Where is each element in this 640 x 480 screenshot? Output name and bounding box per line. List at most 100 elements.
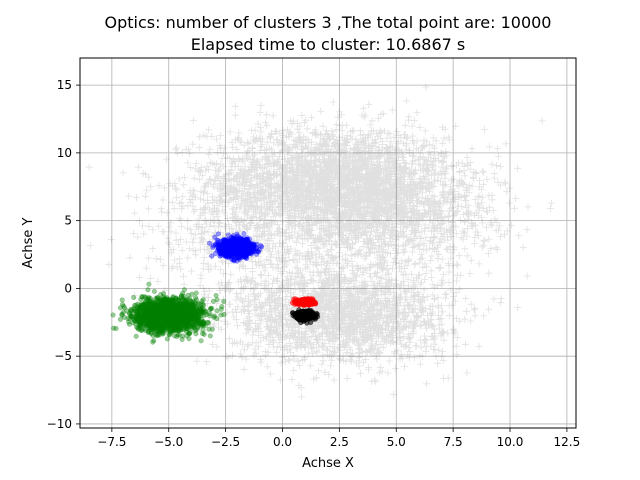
scatter-point bbox=[154, 308, 160, 314]
scatter-point bbox=[247, 242, 253, 248]
scatter-point bbox=[238, 238, 244, 245]
scatter-point bbox=[149, 301, 155, 307]
plot-area bbox=[85, 83, 555, 401]
y-tick-label: −10 bbox=[47, 417, 72, 431]
x-tick-label: −5.0 bbox=[154, 435, 183, 449]
scatter-point bbox=[110, 312, 116, 318]
scatter-point bbox=[166, 301, 172, 307]
scatter-point bbox=[190, 309, 196, 315]
scatter-point bbox=[141, 307, 147, 314]
scatter-point bbox=[163, 315, 169, 321]
scatter-point bbox=[189, 315, 195, 321]
scatter-point bbox=[166, 305, 172, 311]
scatter-point bbox=[156, 319, 162, 325]
scatter-point bbox=[182, 311, 188, 317]
scatter-point bbox=[177, 312, 183, 318]
scatter-point bbox=[187, 313, 193, 319]
scatter-point bbox=[157, 320, 163, 327]
scatter-point bbox=[308, 319, 314, 326]
scatter-point bbox=[169, 309, 175, 315]
x-tick-label: 10.0 bbox=[497, 435, 524, 449]
scatter-point bbox=[199, 298, 205, 304]
scatter-point bbox=[160, 320, 166, 326]
scatter-point bbox=[121, 305, 128, 311]
scatter-point bbox=[146, 305, 153, 311]
scatter-point bbox=[180, 306, 186, 312]
scatter-point bbox=[138, 327, 144, 333]
scatter-point bbox=[207, 313, 213, 319]
scatter-point bbox=[218, 312, 224, 318]
scatter-point bbox=[147, 322, 153, 328]
scatter-point bbox=[160, 318, 166, 324]
chart-title: Optics: number of clusters 3 ,The total … bbox=[105, 13, 552, 32]
scatter-point bbox=[159, 307, 165, 313]
scatter-point bbox=[135, 307, 141, 313]
scatter-point bbox=[167, 299, 173, 305]
scatter-point bbox=[165, 315, 171, 321]
scatter-point bbox=[178, 320, 184, 326]
y-tick-label: 10 bbox=[57, 146, 72, 160]
scatter-point bbox=[207, 240, 213, 246]
scatter-point bbox=[161, 295, 167, 302]
scatter-point bbox=[189, 316, 196, 322]
scatter-point bbox=[146, 310, 152, 316]
x-tick-label: −7.5 bbox=[97, 435, 126, 449]
scatter-point bbox=[141, 303, 147, 309]
scatter-point bbox=[149, 324, 155, 330]
scatter-point bbox=[168, 311, 174, 317]
scatter-point bbox=[156, 314, 162, 320]
scatter-point bbox=[170, 300, 177, 306]
scatter-point bbox=[160, 307, 167, 313]
scatter-point bbox=[179, 314, 185, 320]
scatter-point bbox=[169, 305, 175, 311]
scatter-point bbox=[165, 308, 171, 314]
scatter-point bbox=[161, 309, 167, 315]
scatter-point bbox=[182, 315, 188, 321]
scatter-point bbox=[154, 311, 160, 317]
scatter-point bbox=[161, 316, 167, 322]
scatter-point bbox=[215, 243, 221, 249]
scatter-point bbox=[152, 313, 158, 320]
scatter-point bbox=[215, 231, 221, 237]
scatter-point bbox=[170, 314, 176, 320]
scatter-point bbox=[150, 305, 156, 312]
scatter-point bbox=[171, 309, 178, 315]
scatter-point bbox=[179, 309, 185, 315]
y-tick-label: 5 bbox=[64, 214, 72, 228]
scatter-point bbox=[131, 305, 137, 312]
scatter-point bbox=[166, 301, 172, 307]
scatter-point bbox=[245, 249, 251, 255]
scatter-point bbox=[168, 319, 174, 325]
scatter-point bbox=[184, 301, 190, 307]
scatter-point bbox=[173, 308, 179, 314]
scatter-point bbox=[172, 323, 178, 329]
scatter-point bbox=[159, 325, 165, 331]
scatter-point bbox=[171, 315, 177, 321]
scatter-point bbox=[138, 318, 145, 324]
scatter-point bbox=[155, 332, 161, 338]
chart-subtitle: Elapsed time to cluster: 10.6867 s bbox=[191, 35, 466, 54]
scatter-point bbox=[157, 322, 164, 328]
scatter-point bbox=[156, 309, 163, 315]
y-axis-ticks: −10 −5 0 5 10 15 bbox=[47, 78, 80, 431]
scatter-point bbox=[139, 294, 145, 300]
scatter-point bbox=[178, 292, 185, 298]
scatter-point bbox=[158, 328, 164, 334]
scatter-point bbox=[155, 316, 161, 322]
grid-lines bbox=[80, 58, 576, 428]
scatter-point bbox=[138, 304, 144, 311]
scatter-point bbox=[298, 312, 304, 318]
scatter-point bbox=[146, 311, 152, 317]
scatter-point bbox=[161, 291, 167, 297]
scatter-point bbox=[146, 300, 152, 306]
scatter-point bbox=[156, 303, 162, 309]
scatter-point bbox=[182, 302, 188, 308]
scatter-point bbox=[166, 305, 172, 312]
scatter-point bbox=[189, 299, 195, 305]
scatter-point bbox=[119, 297, 125, 303]
scatter-point bbox=[170, 319, 176, 325]
scatter-point bbox=[254, 241, 260, 247]
scatter-point bbox=[140, 314, 146, 320]
scatter-series-0 bbox=[85, 83, 555, 401]
scatter-point bbox=[185, 324, 191, 330]
